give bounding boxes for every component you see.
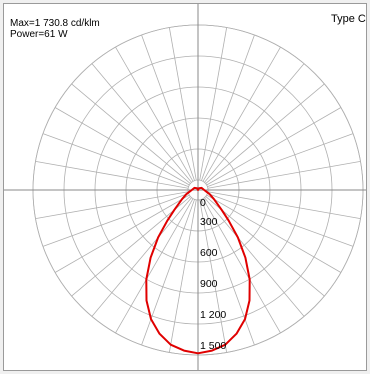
type-label: Type C [331, 13, 366, 25]
grid-spoke [35, 160, 189, 189]
intensity-curve [145, 186, 251, 355]
grid-spoke [91, 63, 192, 183]
grid-spoke [54, 107, 190, 186]
grid-spoke [204, 63, 305, 183]
polar-chart: 0 300 600 900 1 200 1 500 [4, 4, 366, 370]
grid-spoke [91, 197, 192, 317]
polar-chart-panel: Max=1 730.8 cd/klm Power=61 W Type C 0 30… [3, 3, 367, 371]
grid-spoke [205, 196, 325, 297]
radial-tick-label: 300 [200, 216, 218, 228]
grid-spoke [205, 83, 325, 184]
radial-tick-label: 1 500 [200, 340, 226, 352]
grid-spoke [207, 133, 354, 187]
radial-tick-label: 0 [200, 197, 206, 209]
grid-spoke [201, 199, 255, 346]
grid-spoke [207, 191, 361, 220]
radial-tick-label: 1 200 [200, 309, 226, 321]
grid-spoke [199, 27, 228, 181]
grid-spoke [54, 194, 190, 273]
grid-spoke [71, 196, 191, 297]
grid-spoke [168, 27, 197, 181]
grid-spoke [199, 199, 228, 353]
grid-spoke [206, 194, 342, 273]
grid-spoke [168, 199, 197, 353]
grid-spoke [115, 46, 194, 182]
radial-tick-label: 600 [200, 247, 218, 259]
grid-spoke [201, 34, 255, 181]
grid-spoke [207, 160, 361, 189]
grid-spoke [207, 193, 354, 247]
grid-spoke [202, 198, 281, 334]
grid-spoke [141, 34, 195, 181]
grid-spoke [42, 193, 189, 247]
grid-spoke [71, 83, 191, 184]
power-label: Power=61 W [10, 29, 68, 40]
chart-info: Max=1 730.8 cd/klm Power=61 W [10, 18, 100, 40]
grid-spoke [35, 191, 189, 220]
max-intensity-label: Max=1 730.8 cd/klm [10, 18, 100, 29]
grid-spoke [141, 199, 195, 346]
grid-spoke [202, 46, 281, 182]
grid-spoke [42, 133, 189, 187]
grid-spoke [206, 107, 342, 186]
grid-spoke [204, 197, 305, 317]
grid-spoke [115, 198, 194, 334]
radial-tick-label: 900 [200, 278, 218, 290]
